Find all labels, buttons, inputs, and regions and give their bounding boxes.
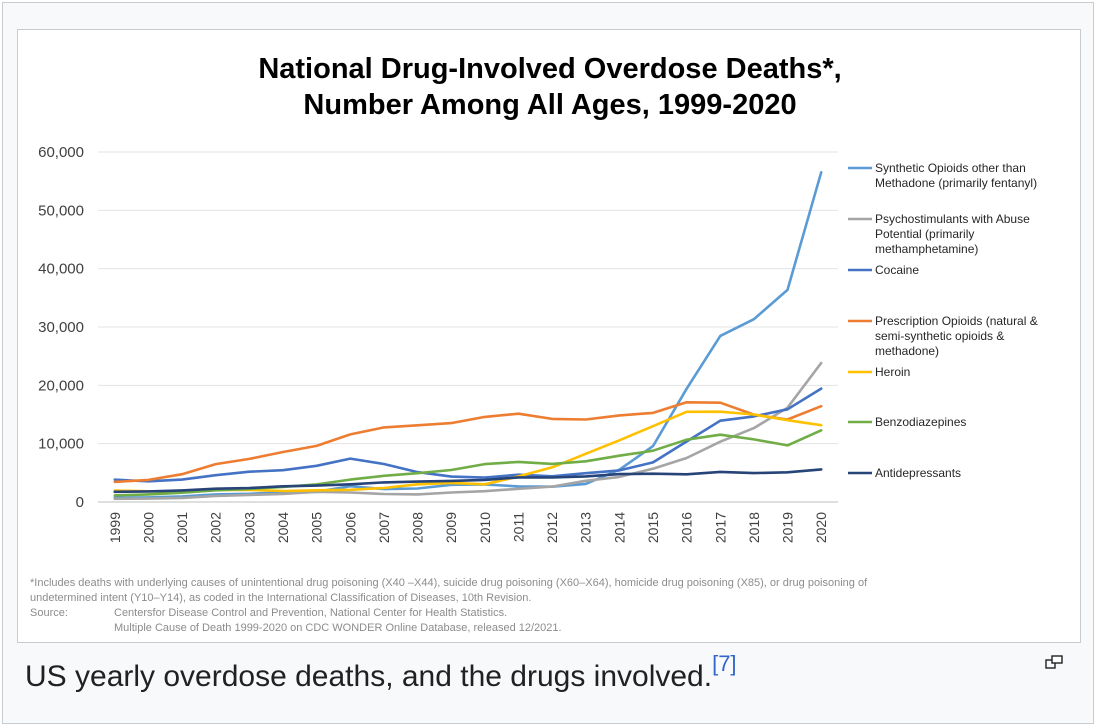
legend-label: Cocaine: [875, 263, 919, 277]
caption-text: US yearly overdose deaths, and the drugs…: [25, 660, 713, 693]
source-line-2: Multiple Cause of Death 1999-2020 on CDC…: [114, 622, 562, 634]
figure-caption: US yearly overdose deaths, and the drugs…: [25, 651, 737, 694]
x-tick-label: 2008: [410, 512, 426, 543]
y-tick-label: 30,000: [38, 319, 84, 336]
x-tick-label: 2007: [376, 512, 392, 543]
y-tick-label: 20,000: [38, 377, 84, 394]
x-tick-label: 2009: [443, 512, 459, 543]
x-axis: 1999 2000 2001 2002 2003 2004 2005 2006 2007 2008…: [107, 512, 829, 543]
legend-label: Benzodiazepines: [875, 415, 966, 429]
x-tick-label: 2006: [342, 512, 358, 543]
chart-subtitle: Number Among All Ages, 1999-2020: [303, 89, 796, 121]
legend-label: semi-synthetic opioids &: [875, 329, 1004, 343]
legend-label: Antidepressants: [875, 466, 961, 480]
chart-figure[interactable]: National Drug-Involved Overdose Deaths*,…: [17, 29, 1081, 643]
legend-label: Prescription Opioids (natural &: [875, 314, 1038, 328]
series-line: [113, 400, 823, 484]
footnote: *Includes deaths with underlying causes …: [30, 577, 868, 634]
x-tick-label: 2015: [645, 512, 661, 543]
overdose-line-chart: National Drug-Involved Overdose Deaths*,…: [30, 53, 1038, 634]
source-line-1: Centersfor Disease Control and Preventio…: [114, 607, 507, 619]
legend-label: methamphetamine): [875, 242, 978, 256]
x-tick-label: 2001: [174, 512, 190, 543]
x-tick-label: 2003: [241, 512, 257, 543]
x-tick-label: 2002: [208, 512, 224, 543]
x-tick-label: 2020: [813, 512, 829, 543]
legend-label: Heroin: [875, 365, 910, 379]
y-tick-label: 60,000: [38, 144, 84, 161]
x-tick-label: 2019: [780, 512, 796, 543]
legend-label: methadone): [875, 344, 939, 358]
chart-title: National Drug-Involved Overdose Deaths*,: [258, 53, 841, 85]
footnote-line-2: undetermined intent (Y10–Y14), as coded …: [30, 592, 531, 604]
x-tick-label: 2016: [679, 512, 695, 543]
source-label: Source:: [30, 607, 68, 619]
legend-label: Potential (primarily: [875, 227, 974, 241]
enlarge-icon[interactable]: [1045, 655, 1063, 669]
x-tick-label: 2000: [140, 512, 156, 543]
series-line: [113, 468, 823, 494]
series-line: [113, 361, 823, 501]
x-tick-label: 1999: [107, 512, 123, 543]
x-tick-label: 2011: [510, 512, 526, 542]
x-tick-label: 2005: [309, 512, 325, 543]
citation-link[interactable]: [7]: [712, 651, 737, 676]
y-tick-label: 40,000: [38, 261, 84, 278]
y-tick-label: 10,000: [38, 436, 84, 453]
x-tick-label: 2012: [544, 512, 560, 543]
x-tick-label: 2017: [712, 512, 728, 543]
footnote-line-1: *Includes deaths with underlying causes …: [30, 577, 868, 589]
x-tick-label: 2010: [477, 512, 493, 543]
series-line: [113, 387, 823, 483]
gridlines: [98, 151, 838, 503]
series-line: [113, 171, 823, 500]
x-tick-label: 2014: [611, 512, 627, 543]
legend-label: Psychostimulants with Abuse: [875, 212, 1030, 226]
x-tick-label: 2013: [578, 512, 594, 543]
y-tick-label: 0: [76, 494, 84, 511]
legend-label: Methadone (primarily fentanyl): [875, 176, 1037, 190]
y-tick-label: 50,000: [38, 202, 84, 219]
x-tick-label: 2018: [746, 512, 762, 543]
x-tick-label: 2004: [275, 512, 291, 543]
series-lines: [113, 171, 823, 501]
y-axis: 0 10,000 20,000 30,000 40,000 50,000 60,000: [38, 144, 84, 511]
legend-label: Synthetic Opioids other than: [875, 161, 1026, 175]
